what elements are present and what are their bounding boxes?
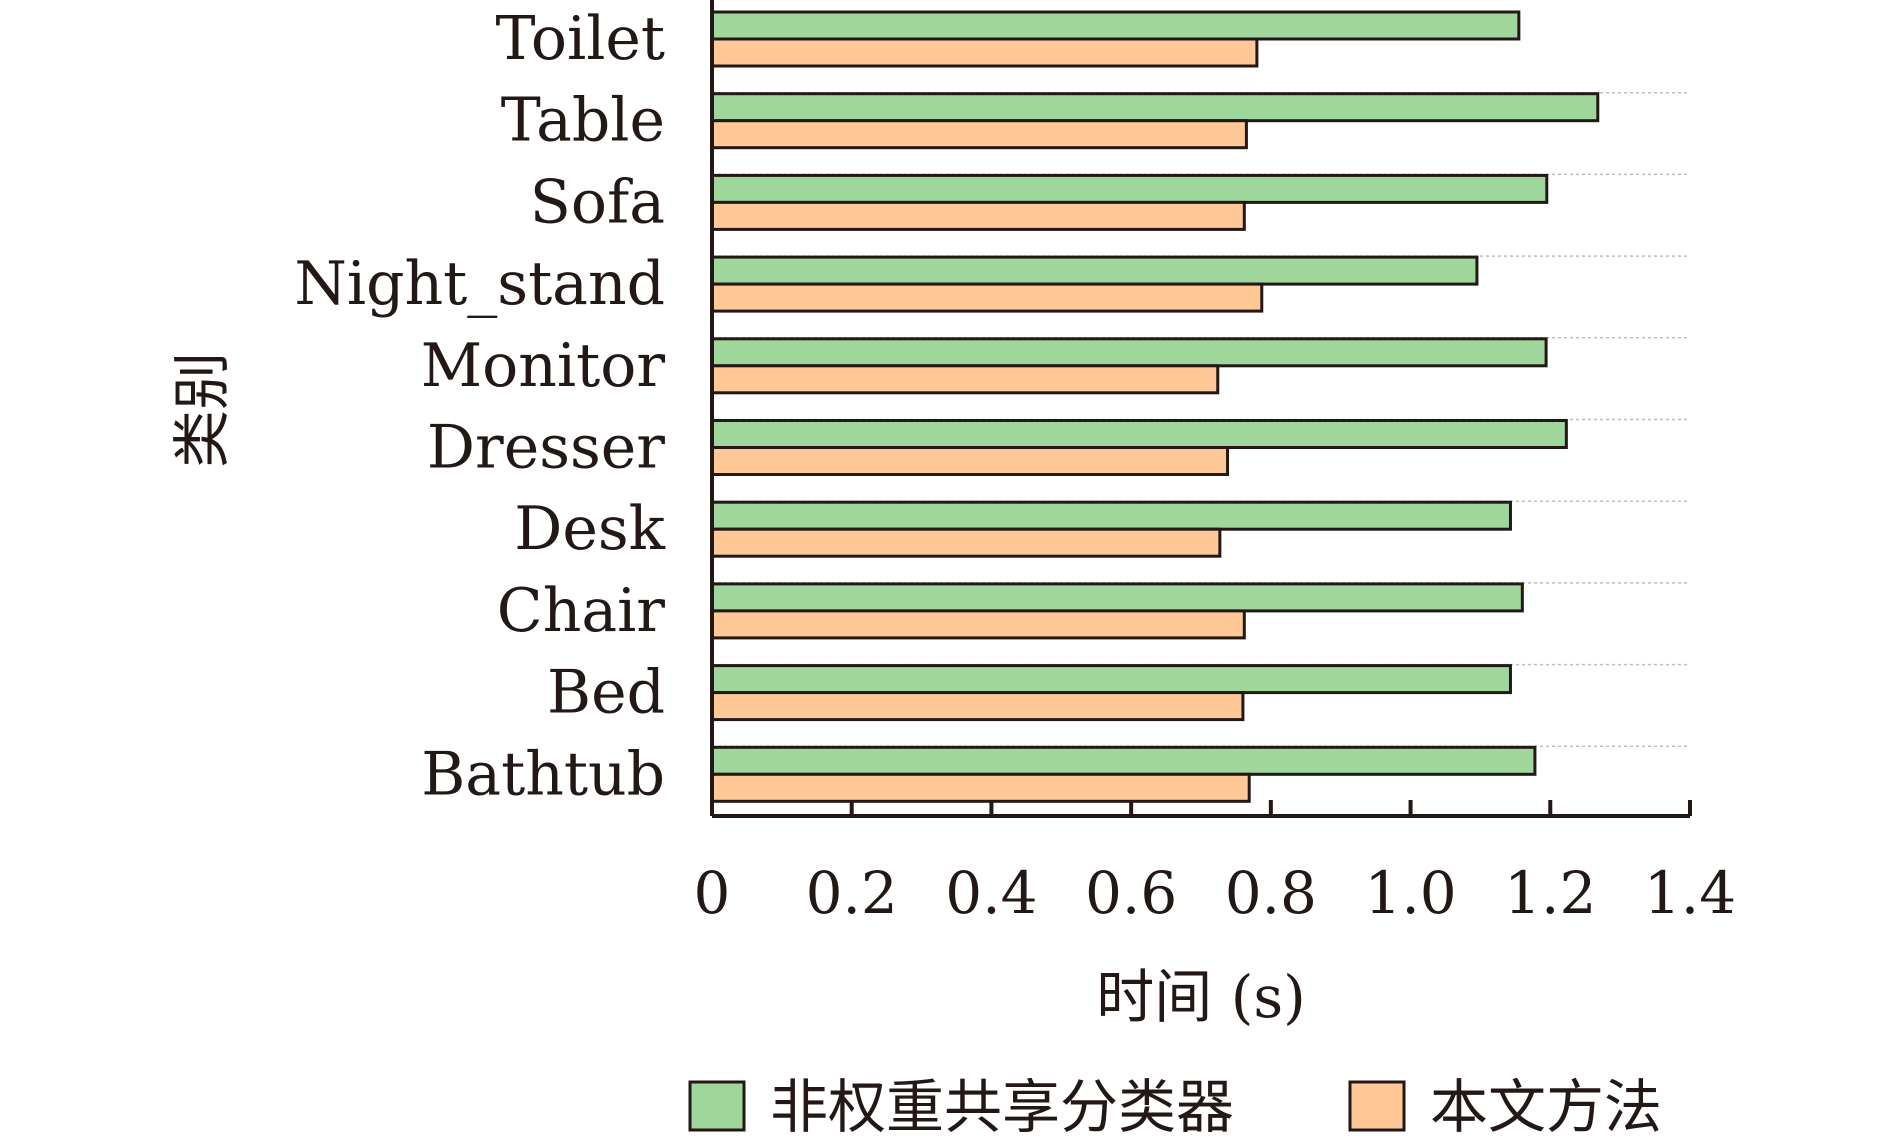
bar-series2: [710, 119, 1248, 150]
category-label: Sofa: [530, 167, 665, 237]
legend-swatch: [1348, 1080, 1406, 1132]
bar-series1: [710, 664, 1512, 695]
bars: [710, 10, 1600, 803]
bar-series2: [710, 37, 1259, 68]
category-label: Table: [501, 86, 665, 156]
legend-label: 本文方法: [1430, 1073, 1662, 1139]
legend-label: 非权重共享分类器: [770, 1073, 1234, 1139]
bar-series1: [710, 337, 1548, 368]
bar-series2: [710, 691, 1245, 722]
category-label: Bed: [547, 658, 665, 728]
bar-series2: [710, 364, 1220, 395]
bar-series1: [710, 745, 1537, 776]
x-tick-label: 0.2: [806, 859, 898, 927]
category-label: Dresser: [427, 413, 665, 483]
x-tick-label: 0.8: [1225, 859, 1317, 927]
bar-series2: [710, 446, 1230, 476]
bar-series2: [710, 282, 1264, 313]
y-axis-title: 类别: [168, 352, 236, 468]
bar-series2: [710, 609, 1246, 640]
bar-series1: [710, 92, 1600, 123]
x-axis-title: 时间 (s): [1096, 963, 1305, 1031]
bar-series2: [710, 527, 1222, 558]
category-label: Desk: [514, 494, 665, 564]
x-tick-label: 0: [694, 859, 731, 927]
x-tick-label: 0.4: [945, 859, 1037, 927]
x-tick-label: 1.0: [1364, 859, 1456, 927]
category-label: Chair: [497, 576, 666, 646]
category-labels: Toilet Table Sofa Night_stand Monitor Dresser…: [294, 4, 665, 809]
bar-series2: [710, 772, 1251, 803]
bar-series1: [710, 500, 1512, 531]
legend: 非权重共享分类器 本文方法: [688, 1073, 1662, 1139]
legend-swatch: [688, 1080, 746, 1132]
category-label: Night_stand: [294, 249, 665, 319]
x-tick-label: 0.6: [1085, 859, 1177, 927]
bar-series1: [710, 255, 1479, 286]
bar-series1: [710, 10, 1521, 41]
bar-series2: [710, 200, 1246, 231]
x-tick-label: 1.2: [1504, 859, 1596, 927]
bar-series1: [710, 419, 1568, 449]
bar-series1: [710, 173, 1549, 204]
axes: [710, 0, 1690, 818]
x-axis-ticks: 0 0.2 0.4 0.6 0.8 1.0 1.2 1.4: [694, 800, 1736, 927]
category-label: Monitor: [421, 331, 666, 401]
bar-series1: [710, 582, 1524, 613]
category-label: Bathtub: [421, 739, 665, 809]
x-tick-label: 1.4: [1644, 859, 1736, 927]
category-label: Toilet: [496, 4, 665, 74]
